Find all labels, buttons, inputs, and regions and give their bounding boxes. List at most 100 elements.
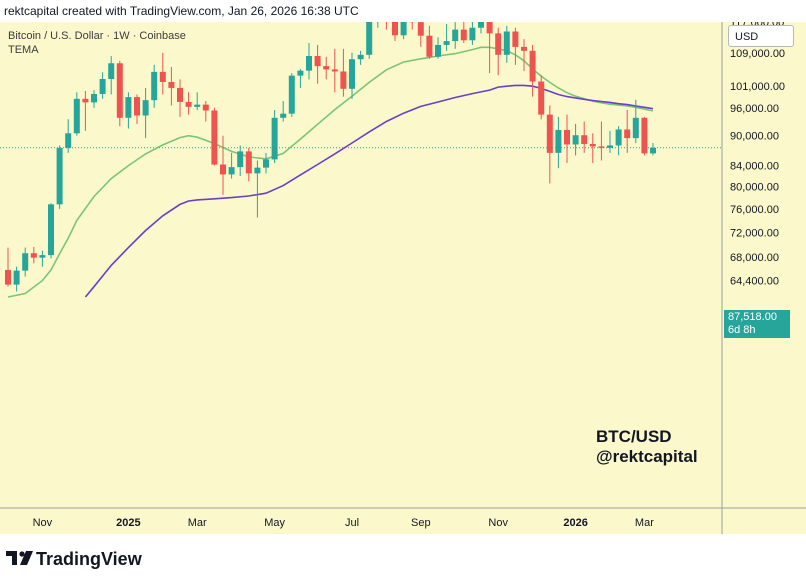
candle-body[interactable] — [194, 104, 201, 107]
candle-body[interactable] — [263, 159, 269, 168]
currency-selector[interactable]: USD — [728, 25, 794, 47]
candle-body[interactable] — [91, 94, 97, 103]
time-tick-label: 2025 — [116, 517, 140, 529]
candle-body[interactable] — [615, 129, 622, 146]
time-tick-label: Nov — [33, 517, 53, 529]
candle-body[interactable] — [366, 22, 373, 55]
price-tick-label: 64,400.00 — [730, 276, 779, 288]
candle-body[interactable] — [245, 151, 252, 174]
candle-body[interactable] — [340, 71, 347, 89]
candle-body[interactable] — [555, 129, 562, 153]
candle-body[interactable] — [254, 167, 261, 174]
price-tick-label: 72,000.00 — [730, 227, 779, 239]
candle-body[interactable] — [82, 98, 89, 103]
candle-body[interactable] — [357, 54, 364, 60]
candle-body[interactable] — [116, 63, 123, 118]
candle-body[interactable] — [460, 29, 467, 41]
candle-body[interactable] — [99, 78, 106, 95]
candle-body[interactable] — [521, 46, 527, 51]
candle-body[interactable] — [159, 71, 166, 82]
candle-body[interactable] — [641, 117, 648, 154]
candlestick-chart[interactable]: 135,000.00125,000.00117,000.00109,000.00… — [0, 22, 806, 534]
candle-body[interactable] — [108, 63, 115, 79]
candle-body[interactable] — [435, 44, 441, 57]
price-tick-label: 68,000.00 — [730, 252, 779, 264]
candle-body[interactable] — [443, 41, 450, 45]
candle-body[interactable] — [598, 146, 605, 148]
candle-body[interactable] — [125, 97, 132, 118]
candle-body[interactable] — [417, 22, 424, 36]
tradingview-logo-icon — [6, 551, 33, 565]
candle-body[interactable] — [280, 113, 287, 118]
candle-body[interactable] — [56, 147, 63, 205]
candle-body[interactable] — [607, 145, 613, 148]
candle-body[interactable] — [48, 204, 54, 256]
candle-body[interactable] — [297, 70, 304, 76]
candle-body[interactable] — [624, 129, 631, 139]
candle-body[interactable] — [452, 29, 459, 42]
candle-body[interactable] — [142, 100, 149, 116]
candle-body[interactable] — [30, 253, 37, 258]
chart-watermark: BTC/USD @rektcapital — [596, 427, 698, 467]
price-tick-label: 90,000.00 — [730, 131, 779, 143]
candle-body[interactable] — [572, 135, 579, 145]
price-tick-label: 96,000.00 — [730, 103, 779, 115]
candle-body[interactable] — [168, 81, 175, 88]
candle-body[interactable] — [529, 50, 536, 82]
candle-body[interactable] — [185, 101, 192, 107]
current-price-value: 87,518.00 — [728, 311, 777, 323]
tema-slow-line — [84, 84, 654, 298]
time-tick-label: Nov — [488, 517, 508, 529]
indicator-label[interactable]: TEMA — [8, 44, 39, 56]
price-tick-label: 84,000.00 — [730, 161, 779, 173]
time-tick-label: Mar — [188, 517, 207, 529]
price-tick-label: 101,000.00 — [730, 81, 785, 93]
candle-body[interactable] — [538, 81, 545, 115]
candle-body[interactable] — [306, 55, 312, 71]
time-tick-label: Sep — [411, 517, 431, 529]
candle-body[interactable] — [177, 87, 183, 102]
candle-body[interactable] — [503, 31, 510, 55]
candle-body[interactable] — [564, 129, 570, 145]
candle-body[interactable] — [512, 31, 519, 47]
candle-body[interactable] — [288, 75, 295, 114]
price-tick-label: 109,000.00 — [730, 48, 785, 60]
candle-body[interactable] — [589, 143, 596, 147]
candle-body[interactable] — [134, 97, 140, 116]
candle-body[interactable] — [271, 117, 278, 160]
candle-body[interactable] — [495, 33, 502, 55]
chart-area[interactable]: 135,000.00125,000.00117,000.00109,000.00… — [0, 22, 806, 534]
candle-body[interactable] — [13, 270, 20, 285]
price-tick-label: 80,000.00 — [730, 182, 779, 194]
current-price-tag: 87,518.00 6d 8h — [724, 310, 790, 338]
candle-body[interactable] — [5, 269, 11, 285]
candle-body[interactable] — [581, 135, 588, 144]
candle-body[interactable] — [546, 114, 553, 153]
candle-body[interactable] — [486, 22, 493, 34]
candle-body[interactable] — [632, 117, 639, 139]
candle-body[interactable] — [73, 98, 80, 134]
candle-body[interactable] — [314, 55, 321, 67]
candle-body[interactable] — [237, 151, 244, 168]
tema-fast-line — [7, 46, 654, 298]
bar-countdown: 6d 8h — [728, 324, 756, 336]
candle-body[interactable] — [323, 66, 330, 70]
candle-body[interactable] — [202, 104, 209, 111]
candle-body[interactable] — [650, 147, 656, 154]
candle-body[interactable] — [228, 167, 235, 175]
candle-body[interactable] — [39, 255, 46, 258]
candle-body[interactable] — [151, 71, 158, 101]
candle-body[interactable] — [426, 35, 433, 57]
candle-body[interactable] — [22, 253, 29, 271]
time-tick-label: Jul — [345, 517, 359, 529]
candle-body[interactable] — [392, 22, 398, 36]
candle-body[interactable] — [331, 69, 338, 72]
candle-body[interactable] — [469, 27, 476, 41]
candle-body[interactable] — [220, 164, 226, 175]
candle-body[interactable] — [400, 22, 407, 36]
price-tick-label: 76,000.00 — [730, 204, 779, 216]
candle-body[interactable] — [211, 110, 218, 165]
candle-body[interactable] — [478, 22, 484, 28]
candle-body[interactable] — [349, 59, 355, 89]
candle-body[interactable] — [65, 133, 72, 148]
